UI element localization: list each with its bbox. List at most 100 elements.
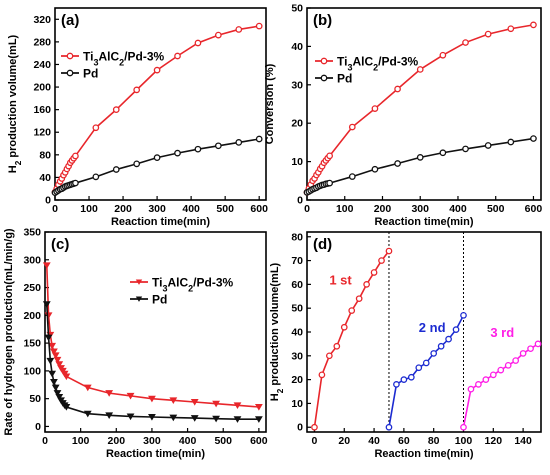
data-point bbox=[363, 281, 370, 288]
y-axis-title: Rate of hydrogen production(mL/min/g) bbox=[3, 228, 15, 435]
x-tick-label: 100 bbox=[72, 435, 90, 447]
y-tick-label: 10 bbox=[291, 398, 303, 410]
data-point bbox=[126, 413, 135, 421]
data-point bbox=[51, 352, 60, 360]
data-point bbox=[51, 384, 60, 392]
legend-label-segment: Ti bbox=[152, 276, 162, 290]
legend-label: Pd bbox=[152, 293, 167, 307]
x-tick-label: 0 bbox=[312, 435, 318, 447]
data-point bbox=[512, 357, 520, 364]
legend-marker bbox=[135, 296, 143, 302]
data-point bbox=[482, 376, 490, 383]
data-point bbox=[133, 86, 141, 94]
data-point bbox=[394, 160, 401, 167]
y-axis-title-segment: production volume(mL) bbox=[269, 262, 281, 388]
y-tick-label: 40 bbox=[291, 327, 303, 339]
data-point bbox=[504, 361, 512, 369]
legend-label-segment: Pd bbox=[152, 293, 167, 307]
legend-label-subscript: 3 bbox=[347, 63, 352, 73]
x-tick-label: 600 bbox=[525, 203, 543, 215]
data-point bbox=[452, 326, 460, 333]
y-axis-title-subscript: 2 bbox=[14, 160, 23, 165]
x-tick-label: 100 bbox=[80, 203, 98, 215]
data-point bbox=[169, 414, 178, 422]
data-point bbox=[62, 404, 71, 411]
data-point bbox=[92, 173, 100, 181]
x-tick-label: 40 bbox=[368, 435, 380, 447]
data-point bbox=[400, 376, 408, 383]
x-tick-label: 500 bbox=[487, 203, 505, 215]
legend-label-segment: Pd bbox=[83, 67, 98, 81]
series-2 bbox=[42, 301, 263, 423]
plot-frame bbox=[44, 231, 267, 433]
x-tick-label: 600 bbox=[250, 203, 268, 215]
series-2 bbox=[303, 135, 537, 196]
data-point bbox=[105, 412, 114, 420]
data-point bbox=[50, 348, 58, 356]
series-2 bbox=[51, 135, 263, 197]
data-point bbox=[174, 52, 181, 60]
y-tick-label: 40 bbox=[291, 41, 303, 53]
x-tick-label: 600 bbox=[250, 435, 268, 447]
data-point bbox=[326, 352, 333, 360]
data-point bbox=[527, 345, 534, 353]
y-axis-title: Conversion (%) bbox=[264, 63, 276, 144]
data-point bbox=[394, 85, 401, 93]
y-tick-label: 0 bbox=[297, 195, 303, 207]
data-point bbox=[48, 342, 57, 350]
y-tick-label: 320 bbox=[33, 14, 51, 26]
data-point bbox=[194, 145, 202, 153]
y-tick-label: 40 bbox=[39, 172, 51, 184]
y-axis-title: H2 production volume(mL) bbox=[269, 262, 285, 401]
series-line bbox=[45, 304, 259, 421]
series-1 bbox=[42, 262, 263, 411]
x-tick-label: 300 bbox=[411, 203, 429, 215]
series-1 bbox=[303, 21, 537, 196]
y-tick-label: 100 bbox=[23, 365, 41, 377]
data-point bbox=[112, 166, 120, 173]
data-point bbox=[215, 142, 222, 150]
legend: Ti3AlC2/Pd-3%Pd bbox=[130, 276, 233, 307]
legend-label-segment: AlC bbox=[167, 276, 188, 290]
y-tick-label: 20 bbox=[291, 118, 303, 130]
data-point bbox=[507, 25, 515, 33]
data-point bbox=[190, 415, 199, 422]
x-axis-title: Reaction time(min) bbox=[374, 448, 473, 460]
legend-marker bbox=[320, 74, 328, 82]
data-point bbox=[46, 357, 55, 365]
series-line bbox=[462, 343, 539, 428]
data-point bbox=[133, 160, 141, 168]
data-point bbox=[254, 416, 263, 423]
series-1 bbox=[311, 247, 393, 431]
y-axis-title-segment: H bbox=[269, 393, 281, 401]
legend: Ti3AlC2/Pd-3%Pd bbox=[315, 55, 418, 86]
y-tick-label: 120 bbox=[33, 127, 51, 139]
y-tick-label: 160 bbox=[33, 104, 51, 116]
data-point bbox=[53, 356, 62, 364]
series-1 bbox=[51, 22, 263, 196]
y-tick-label: 300 bbox=[23, 254, 41, 266]
y-tick-label: 240 bbox=[33, 59, 51, 71]
data-point bbox=[72, 179, 79, 187]
data-point bbox=[370, 269, 378, 276]
legend: Ti3AlC2/Pd-3%Pd bbox=[61, 50, 164, 81]
y-tick-label: 30 bbox=[291, 350, 303, 362]
y-axis-title-segment: production volume(mL) bbox=[7, 34, 19, 160]
legend-label: Ti3AlC2/Pd-3% bbox=[83, 50, 164, 68]
data-point bbox=[62, 373, 71, 381]
data-point bbox=[255, 135, 263, 143]
data-point bbox=[385, 247, 393, 255]
legend-marker bbox=[135, 279, 143, 285]
legend-label-subscript: 3 bbox=[162, 284, 167, 294]
data-point bbox=[318, 371, 326, 379]
data-point bbox=[326, 152, 333, 160]
x-tick-label: 0 bbox=[42, 435, 48, 447]
data-point bbox=[460, 311, 467, 319]
data-point bbox=[333, 342, 341, 350]
x-tick-label: 400 bbox=[179, 435, 197, 447]
data-point bbox=[153, 154, 161, 161]
data-point bbox=[430, 350, 438, 357]
data-point bbox=[467, 385, 475, 393]
series-line bbox=[306, 137, 534, 194]
y-axis-title: H2 production volume(mL) bbox=[7, 34, 23, 173]
